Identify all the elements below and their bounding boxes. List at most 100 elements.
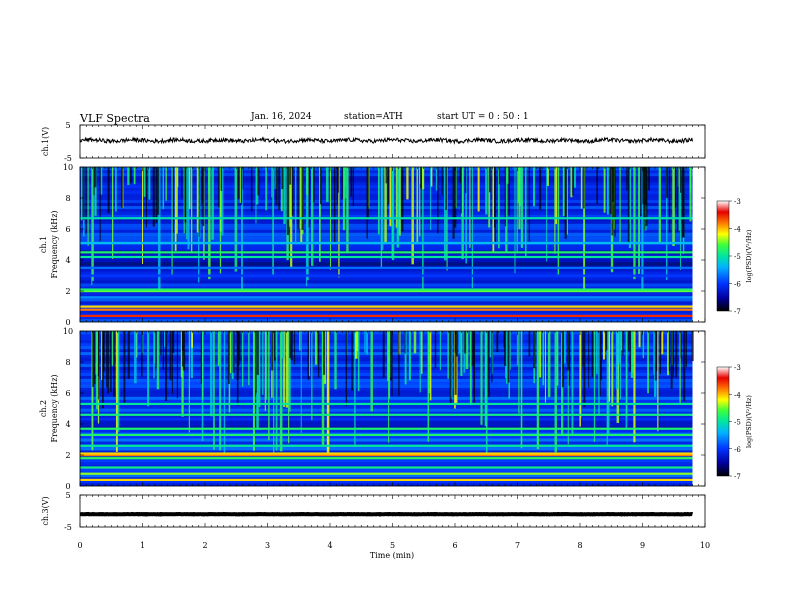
x-tick-label: 5: [390, 541, 395, 550]
ch2_spectrogram-burst: [154, 331, 156, 364]
ch1_spectrogram-gap: [385, 167, 387, 184]
ch1_spectrogram-burst: [196, 167, 199, 233]
ch2_spectrogram-burst: [134, 331, 137, 384]
ch1_spectrogram-burst: [271, 167, 273, 198]
ch2_spectrogram-gap: [627, 331, 630, 351]
ch1_spectrogram-burst: [115, 167, 117, 212]
ch2_spectrogram-burst: [308, 331, 311, 377]
ch1_spectrogram-gap: [313, 167, 315, 203]
ch2_spectrogram-gap: [98, 331, 100, 400]
ch1_spectrogram-burst: [465, 167, 467, 264]
ch1_spectrogram-gap: [201, 167, 204, 204]
ch2_spectrogram-colorbar-tick-label: -7: [734, 473, 741, 481]
ch2_spectrogram-burst: [598, 331, 600, 416]
ch1_spectrogram-burst: [516, 167, 518, 252]
ch2_spectrogram-gap: [106, 331, 108, 388]
ch2_spectrogram-burst: [219, 331, 222, 451]
ch1_spectrogram-burst: [211, 167, 214, 240]
ch2_spectrogram-gap: [382, 331, 385, 378]
ch1_spectrogram-burst: [583, 167, 586, 291]
ch1_spectrogram-gap: [82, 167, 85, 220]
ch2_spectrogram-noise-row: [80, 381, 693, 385]
ch2_spectrogram-noise-row: [80, 396, 693, 400]
ch1_spectrogram-gap: [198, 167, 200, 238]
ch1_spectrogram-y-tick-label: 0: [65, 318, 70, 327]
ch2_spectrogram-burst: [281, 331, 285, 359]
ch1_spectrogram-gap: [387, 167, 390, 204]
ch2_spectrogram-gap: [141, 331, 143, 377]
ch1_spectrogram-burst: [283, 167, 286, 224]
ch1_spectrogram-gap: [614, 167, 616, 237]
ch1_spectrogram-burst: [91, 167, 93, 285]
ch1_spectrogram-gap: [341, 167, 343, 200]
ch2_spectrogram-burst: [611, 331, 614, 407]
ch1_spectrogram-gap: [99, 167, 101, 242]
ch2_spectrogram-burst: [536, 331, 540, 450]
ch2_spectrogram-y-tick-label: 4: [65, 420, 70, 429]
ch2_spectrogram-burst: [413, 331, 417, 354]
ch2_spectrogram-gap: [200, 331, 202, 385]
ch2_spectrogram-burst: [439, 331, 441, 371]
ch2_spectrogram-gap: [503, 331, 505, 348]
ch2_spectrogram-burst: [321, 331, 325, 446]
ch2_spectrogram-gap: [449, 331, 452, 404]
ch1_spectrogram-noise-row: [80, 262, 693, 266]
ch1_spectrogram-noise-row: [80, 277, 693, 281]
ch1_spectrogram-burst: [570, 167, 573, 198]
ch1_spectrogram-y-label: Frequency (kHz): [50, 210, 59, 278]
ch2_spectrogram-noise-row: [80, 351, 693, 356]
ch2_spectrogram-burst: [465, 331, 469, 370]
ch2_spectrogram-gap: [582, 331, 584, 367]
ch2_spectrogram-noise-row: [80, 372, 693, 377]
ch1_spectrogram-burst: [628, 167, 631, 249]
ch1_spectrogram-burst: [396, 167, 400, 248]
ch1_spectrogram-burst: [127, 167, 130, 186]
ch2_spectrogram-gap: [390, 331, 393, 381]
ch2_spectrogram-burst: [571, 331, 574, 434]
ch2_spectrogram-y-tick-label: 2: [65, 451, 70, 460]
ch2_spectrogram-gap: [256, 331, 259, 375]
ch2_spectrogram-burst: [520, 331, 523, 449]
ch2_spectrogram-burst: [117, 331, 120, 432]
ch2_spectrogram-gap: [655, 331, 658, 372]
ch1_spectrogram-burst: [255, 167, 259, 205]
ch1_spectrogram-channel-label: ch.1: [39, 236, 48, 253]
ch2_spectrogram-noise-row: [80, 345, 693, 350]
ch1_spectrogram-image: [80, 167, 693, 323]
ch2_spectrogram-burst: [630, 331, 634, 378]
ch1_spectrogram-y-tick-label: 2: [65, 287, 70, 296]
ch1_spectrogram-gap: [237, 167, 240, 199]
ch2_spectrogram-burst: [447, 331, 449, 379]
ch1_spectrogram-noise-row: [80, 310, 693, 314]
ch2_spectrogram-gap: [169, 331, 172, 381]
ch1_spectrogram-noise-row: [80, 313, 693, 317]
ch2_spectrogram-burst: [273, 331, 275, 453]
ch1_spectrogram-burst: [158, 167, 161, 291]
ch1_spectrogram-gap: [250, 167, 253, 212]
ch2_spectrogram-noise-row: [80, 384, 693, 388]
ch2_spectrogram-burst: [265, 331, 268, 400]
ch2_spectrogram-gap: [675, 331, 678, 378]
ch2_spectrogram-colorbar-tick-label: -6: [734, 446, 741, 454]
ch1_spectrogram-gap: [572, 167, 574, 196]
ch1_spectrogram-gap: [172, 167, 174, 233]
ch2_spectrogram-burst: [647, 331, 649, 394]
ch1_spectrogram-gap: [454, 167, 457, 228]
ch2_spectrogram-colorbar-tick-label: -3: [734, 364, 741, 372]
ch2_spectrogram-burst: [429, 331, 432, 401]
ch2_spectrogram-gap: [391, 331, 393, 396]
ch1_spectrogram-gap: [445, 167, 447, 210]
ch2_spectrogram-band: [80, 457, 693, 460]
ch1_spectrogram-burst: [80, 167, 83, 221]
ch1_spectrogram-gap: [626, 167, 628, 191]
ch2_spectrogram-burst: [258, 331, 261, 408]
ch1_spectrogram-burst: [176, 167, 178, 234]
ch2_spectrogram-burst: [679, 331, 681, 405]
ch2_spectrogram-burst: [190, 331, 193, 379]
ch1_spectrogram-gap: [308, 167, 311, 195]
ch2_spectrogram-gap: [398, 331, 400, 396]
ch2_spectrogram-noise-row: [80, 354, 693, 359]
ch1_spectrogram-burst: [469, 167, 471, 248]
ch1_spectrogram-gap: [242, 167, 244, 190]
ch1_spectrogram-gap: [257, 167, 260, 196]
